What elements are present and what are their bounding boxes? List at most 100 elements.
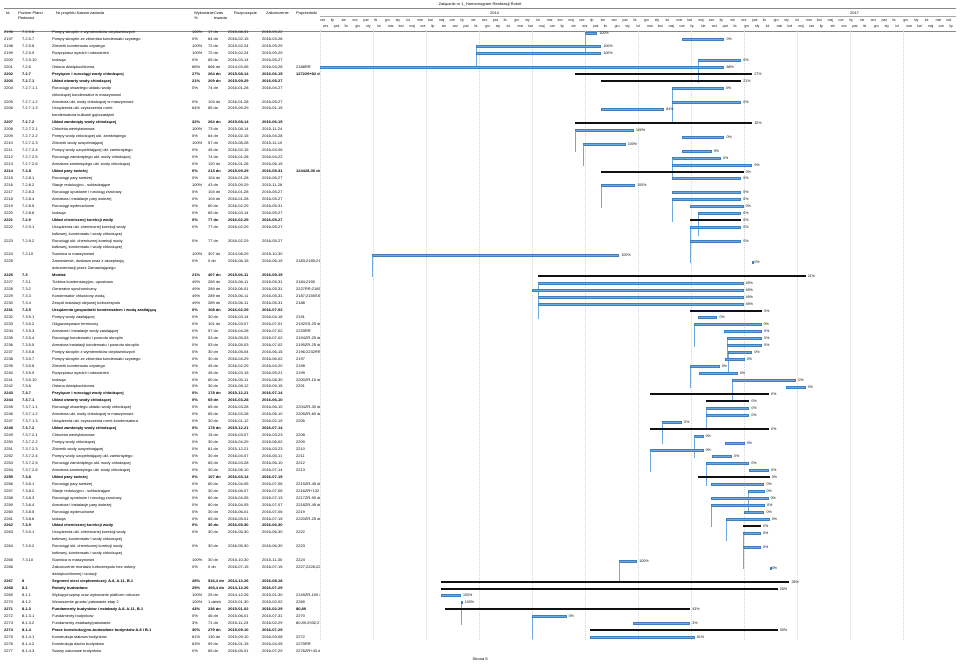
task-bar[interactable] <box>584 31 598 35</box>
task-bar[interactable] <box>711 497 769 501</box>
task-bar[interactable] <box>371 253 620 257</box>
bar-percent-label: 100% <box>603 44 613 49</box>
summary-bar[interactable] <box>444 608 691 611</box>
task-bar[interactable] <box>698 316 718 320</box>
task-bar[interactable] <box>601 184 636 188</box>
task-bar[interactable] <box>743 531 762 535</box>
task-bar[interactable] <box>590 636 695 640</box>
task-bar[interactable] <box>537 302 744 306</box>
col-pred: Poprzedniki <box>296 10 317 15</box>
cell-dur: 30 dn <box>208 349 219 354</box>
cell-dur: 30 dn <box>208 314 219 319</box>
task-bar[interactable] <box>698 372 738 376</box>
task-bar[interactable] <box>671 177 742 181</box>
task-bar[interactable] <box>711 504 766 508</box>
task-bar[interactable] <box>537 295 744 299</box>
cell-pred: 127229+82 dn <box>296 71 320 76</box>
task-bar[interactable] <box>712 455 732 459</box>
task-bar[interactable] <box>747 490 765 494</box>
task-bar[interactable] <box>690 205 744 209</box>
cell-start: 2015-09-10 <box>228 634 249 639</box>
task-bar[interactable] <box>531 615 567 619</box>
task-bar[interactable] <box>601 107 665 111</box>
summary-bar[interactable] <box>649 427 770 430</box>
summary-bar[interactable] <box>574 73 753 76</box>
bar-percent-label: 28% <box>791 579 799 584</box>
cell-name: Konstrukcja dachu budynków <box>52 641 105 646</box>
cell-pct: 49% <box>192 294 201 299</box>
task-bar[interactable] <box>671 198 742 202</box>
month-label: kwi <box>398 24 404 28</box>
task-bar[interactable] <box>574 128 634 132</box>
summary-bar[interactable] <box>649 392 770 395</box>
task-bar[interactable] <box>582 142 626 146</box>
summary-bar[interactable] <box>440 587 778 590</box>
task-bar[interactable] <box>475 52 602 56</box>
task-bar[interactable] <box>727 351 753 355</box>
task-bar[interactable] <box>694 323 762 327</box>
task-bar[interactable] <box>440 594 461 598</box>
task-bar[interactable] <box>706 406 750 410</box>
task-bar[interactable] <box>725 441 745 445</box>
month-label: lip <box>949 24 953 28</box>
summary-bar[interactable] <box>690 219 742 222</box>
task-bar[interactable] <box>619 559 638 563</box>
summary-bar[interactable] <box>706 399 750 402</box>
task-bar[interactable] <box>682 38 725 42</box>
task-bar[interactable] <box>690 226 742 230</box>
task-bar[interactable] <box>690 365 720 369</box>
summary-bar[interactable] <box>690 309 763 312</box>
task-bar[interactable] <box>671 87 724 91</box>
task-table: 2196 7.2.5.6 Pompy skroplin z wymienników … <box>4 30 320 652</box>
task-bar[interactable] <box>727 344 763 348</box>
task-bar[interactable] <box>475 45 602 49</box>
summary-bar[interactable] <box>537 274 806 277</box>
summary-bar[interactable] <box>601 80 742 83</box>
task-bar[interactable] <box>531 288 744 292</box>
task-bar[interactable] <box>633 622 691 626</box>
cell-start: 2016-02-15 <box>228 134 249 139</box>
task-bar[interactable] <box>671 163 753 167</box>
summary-bar[interactable] <box>440 580 790 583</box>
summary-bar[interactable] <box>590 629 778 632</box>
task-bar[interactable] <box>726 518 770 521</box>
task-bar[interactable] <box>690 240 742 243</box>
task-bar[interactable] <box>649 448 704 452</box>
task-bar[interactable] <box>711 483 765 487</box>
task-bar[interactable] <box>694 434 704 438</box>
task-bar[interactable] <box>320 66 725 70</box>
task-bar[interactable] <box>671 101 742 104</box>
task-bar[interactable] <box>537 281 744 285</box>
task-bar[interactable] <box>698 212 742 216</box>
task-bar[interactable] <box>706 413 750 417</box>
summary-bar[interactable] <box>698 476 770 479</box>
task-bar[interactable] <box>706 462 750 466</box>
task-bar[interactable] <box>743 545 762 549</box>
cell-lvl: 7.2.7.2.3 <box>22 141 38 146</box>
task-bar[interactable] <box>461 601 463 605</box>
task-bar[interactable] <box>725 358 745 362</box>
task-bar[interactable] <box>749 469 770 473</box>
task-bar[interactable] <box>682 149 712 153</box>
task-bar[interactable] <box>724 330 763 334</box>
task-bar[interactable] <box>744 511 765 515</box>
cell-start: 2015-11-23 <box>228 620 249 625</box>
task-bar[interactable] <box>671 156 721 160</box>
task-bar[interactable] <box>682 135 725 139</box>
task-bar[interactable] <box>785 385 806 389</box>
task-bar[interactable] <box>698 59 742 63</box>
task-bar[interactable] <box>671 191 742 195</box>
task-bar[interactable] <box>752 260 755 264</box>
bar-percent-label: 0% <box>721 364 728 369</box>
summary-bar[interactable] <box>743 524 762 527</box>
task-bar[interactable] <box>732 379 797 382</box>
task-bar[interactable] <box>662 420 683 424</box>
task-bar[interactable] <box>727 337 763 341</box>
summary-bar[interactable] <box>601 170 744 173</box>
summary-bar[interactable] <box>574 121 753 124</box>
month-label: mar <box>546 18 553 22</box>
cell-id: 2224 <box>4 252 13 257</box>
cell-pred: 2191 <box>296 314 305 319</box>
cell-lvl: 8.1 <box>22 586 28 590</box>
task-bar[interactable] <box>769 566 772 570</box>
